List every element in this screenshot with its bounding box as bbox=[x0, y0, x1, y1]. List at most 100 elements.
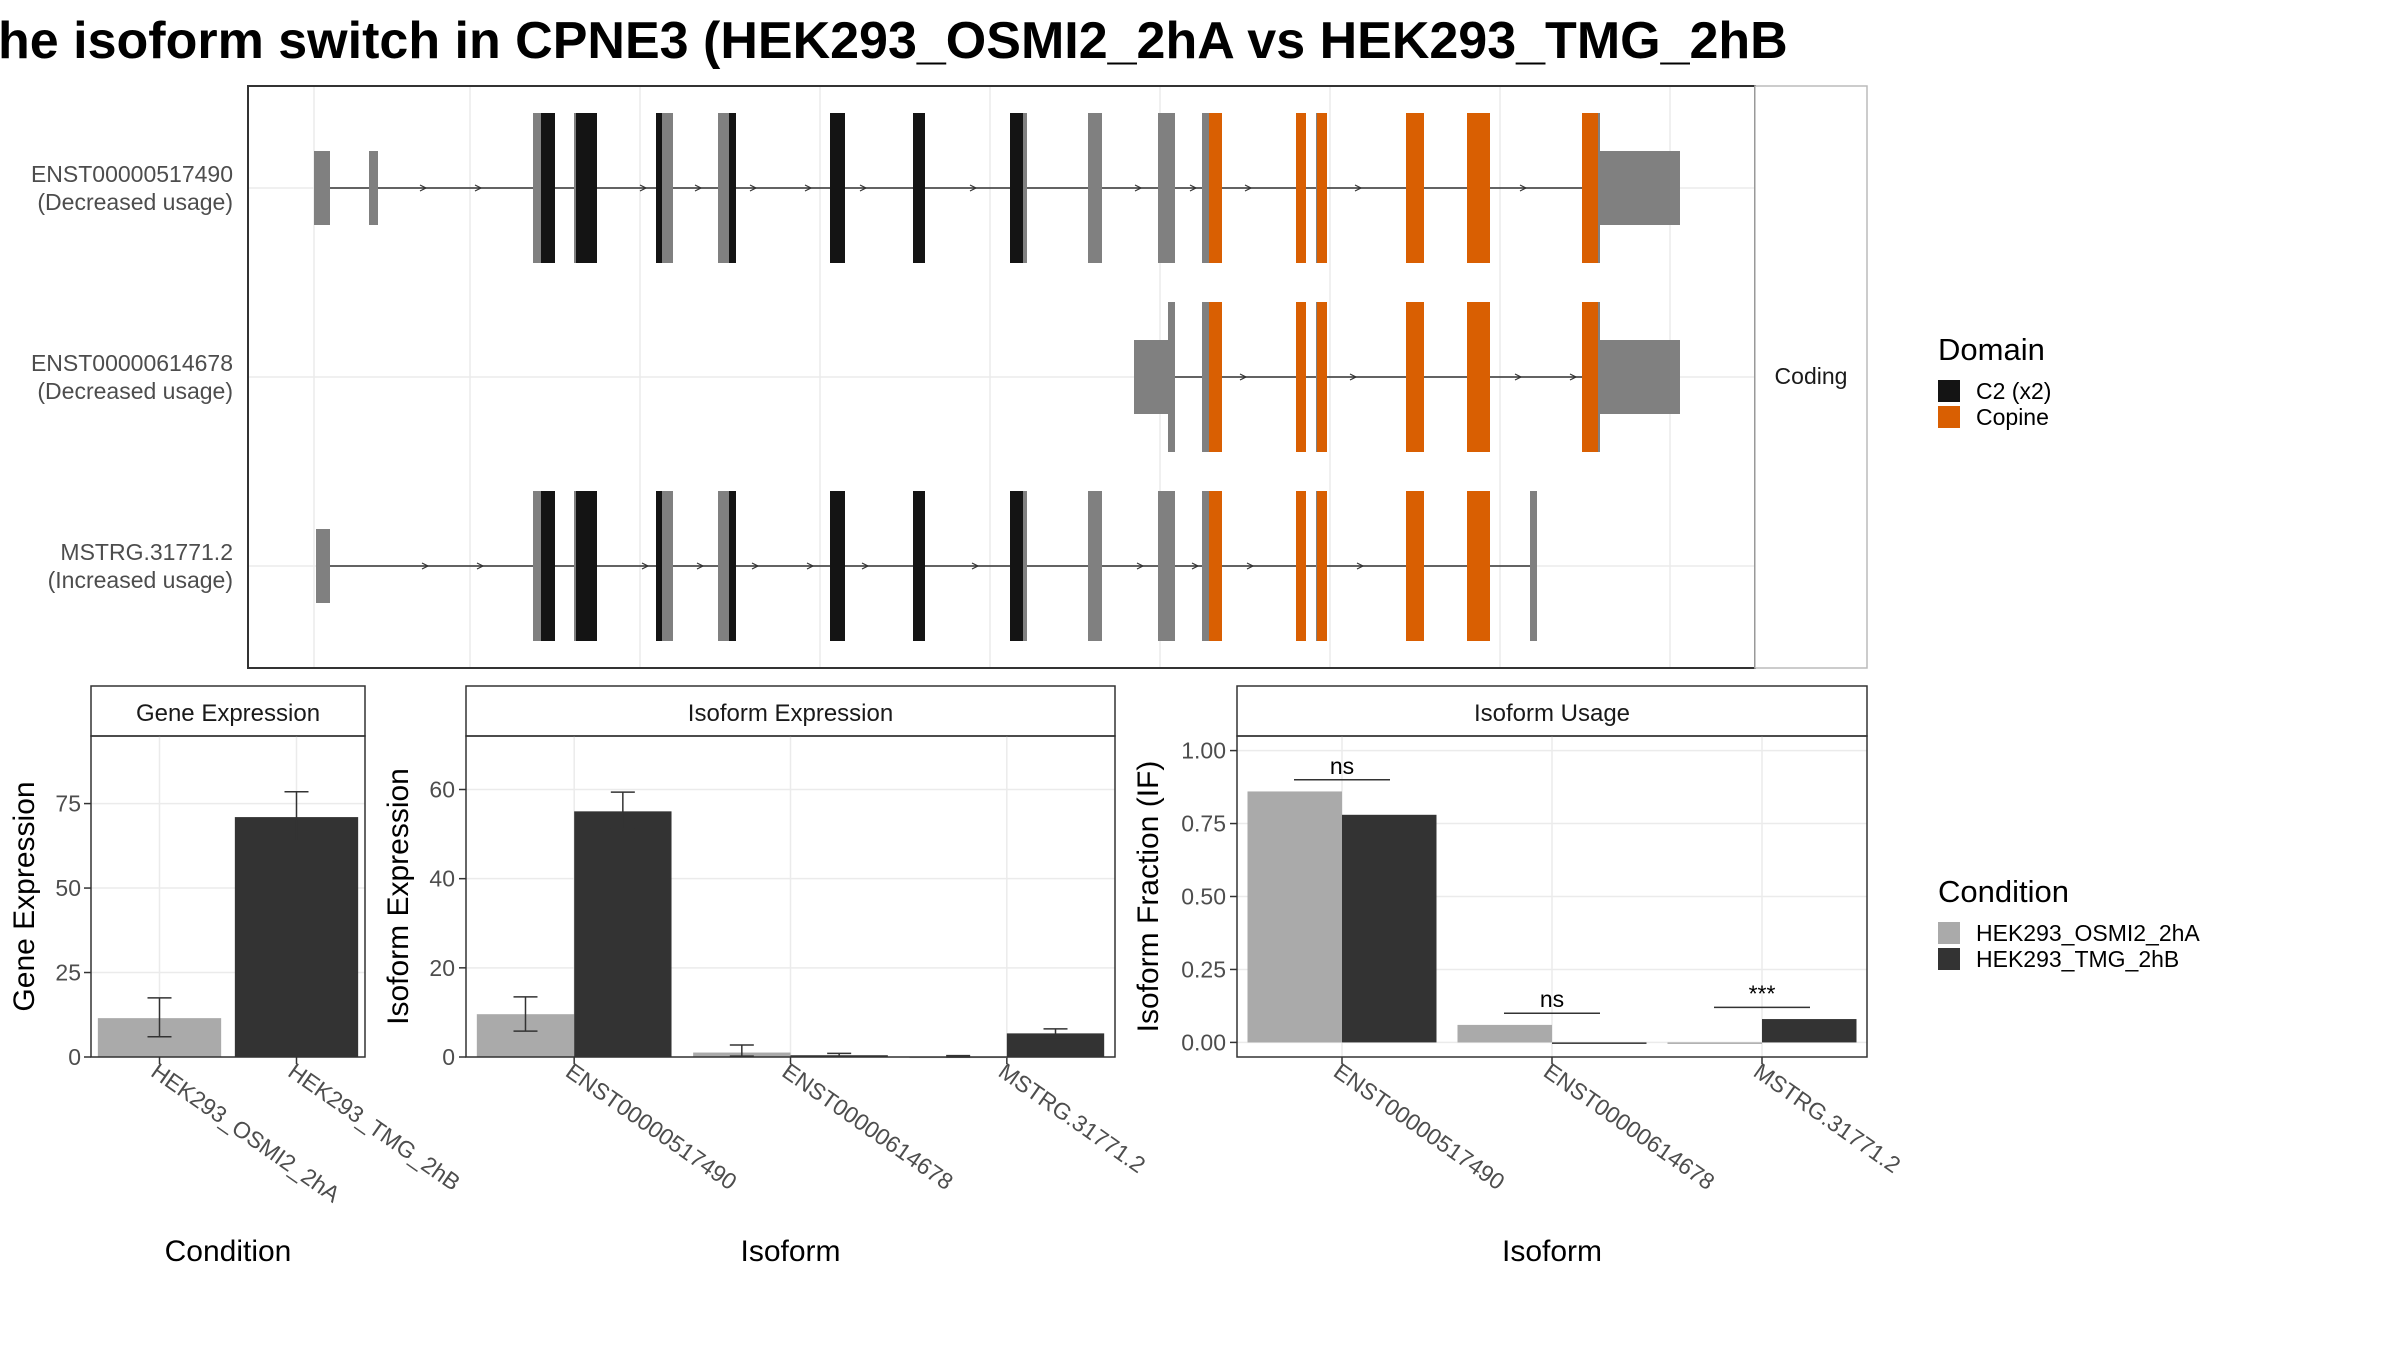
legend-swatch bbox=[1938, 380, 1960, 402]
x-tick-label: ENST00000517490 bbox=[561, 1058, 741, 1195]
utr-block bbox=[1598, 340, 1680, 414]
panel-title: Isoform Usage bbox=[1474, 700, 1630, 727]
y-tick-label: 40 bbox=[429, 866, 455, 892]
copine-domain-block bbox=[1317, 302, 1327, 452]
c2-domain-block bbox=[1010, 491, 1023, 641]
bar bbox=[1006, 1033, 1105, 1057]
bar bbox=[1762, 1019, 1857, 1043]
strand-arrow bbox=[971, 562, 980, 570]
bar bbox=[1457, 1024, 1552, 1043]
c2-domain-block bbox=[729, 491, 736, 641]
y-tick-label: 60 bbox=[429, 777, 455, 803]
bar bbox=[1552, 1042, 1647, 1044]
y-axis-title: Isoform Fraction (IF) bbox=[1132, 761, 1165, 1033]
figure-title: he isoform switch in CPNE3 (HEK293_OSMI2… bbox=[0, 12, 1788, 70]
x-tick-label: MSTRG.31771.2 bbox=[1749, 1058, 1905, 1178]
error-bar bbox=[610, 791, 635, 830]
error-bar bbox=[1043, 1028, 1068, 1039]
strand-arrow bbox=[1356, 562, 1365, 570]
utr-block bbox=[316, 529, 330, 603]
strand-arrow bbox=[861, 562, 870, 570]
error-bar bbox=[284, 791, 309, 842]
strand-arrow bbox=[1191, 562, 1200, 570]
strand-arrow bbox=[476, 562, 485, 570]
strand-arrow bbox=[1514, 373, 1523, 381]
copine-domain-block bbox=[1317, 491, 1327, 641]
strand-arrow bbox=[1239, 373, 1248, 381]
c2-domain-block bbox=[656, 113, 662, 263]
strand-arrow bbox=[639, 184, 648, 192]
strand-arrow bbox=[1354, 184, 1363, 192]
isoform-row-name: MSTRG.31771.2 bbox=[60, 539, 233, 565]
legend-title: Domain bbox=[1938, 332, 2045, 367]
x-axis-title: Isoform bbox=[740, 1235, 840, 1268]
strand-arrow bbox=[806, 562, 815, 570]
strand-arrow bbox=[421, 562, 430, 570]
significance-label: *** bbox=[1749, 980, 1776, 1006]
exon-block bbox=[1158, 491, 1175, 641]
isoform-structure-panel: Coding ENST00000517490 (Decreased usage)EN… bbox=[31, 85, 1868, 669]
strand-arrow bbox=[1134, 184, 1143, 192]
strand-arrow bbox=[1189, 184, 1198, 192]
c2-domain-block bbox=[729, 113, 736, 263]
c2-domain-block bbox=[830, 113, 845, 263]
copine-domain-block bbox=[1467, 302, 1490, 452]
x-axis-title: Condition bbox=[165, 1235, 292, 1268]
c2-domain-block bbox=[576, 491, 597, 641]
legend-label: C2 (x2) bbox=[1976, 378, 2051, 404]
strand-arrow bbox=[1136, 562, 1145, 570]
copine-domain-block bbox=[1406, 113, 1424, 263]
utr-block bbox=[1598, 151, 1680, 225]
significance-label: ns bbox=[1540, 986, 1564, 1012]
panel-title: Isoform Expression bbox=[688, 700, 893, 727]
isoform-row-usage: (Decreased usage) bbox=[37, 378, 233, 404]
c2-domain-block bbox=[541, 491, 555, 641]
panel-strip bbox=[465, 685, 1116, 737]
copine-domain-block bbox=[1209, 113, 1222, 263]
y-tick-label: 20 bbox=[429, 955, 455, 981]
c2-domain-block bbox=[576, 113, 597, 263]
exon-block bbox=[1088, 491, 1102, 641]
panel-title: Gene Expression bbox=[136, 700, 320, 727]
error-bar bbox=[147, 997, 172, 1038]
copine-domain-block bbox=[1406, 491, 1424, 641]
x-tick-label: ENST00000517490 bbox=[1329, 1058, 1509, 1195]
strand-arrow bbox=[696, 562, 705, 570]
legend-label: HEK293_TMG_2hB bbox=[1976, 946, 2179, 972]
strand-arrow bbox=[474, 184, 483, 192]
legend-label: HEK293_OSMI2_2hA bbox=[1976, 920, 2200, 946]
bar bbox=[1667, 1042, 1762, 1044]
c2-domain-block bbox=[913, 113, 925, 263]
strand-arrow bbox=[1244, 184, 1253, 192]
significance-label: ns bbox=[1330, 753, 1354, 779]
plot-panel-border bbox=[90, 735, 366, 1058]
strand-arrow bbox=[1569, 373, 1578, 381]
y-tick-label: 25 bbox=[55, 960, 81, 986]
bar bbox=[574, 811, 672, 1057]
copine-domain-block bbox=[1317, 113, 1327, 263]
y-axis-title: Gene Expression bbox=[8, 781, 41, 1011]
facet-strip-label: Coding bbox=[1775, 363, 1848, 389]
x-axis-title: Isoform bbox=[1502, 1235, 1602, 1268]
isoform-row-name: ENST00000517490 bbox=[31, 161, 233, 187]
y-tick-label: 1.00 bbox=[1181, 738, 1226, 764]
y-tick-label: 0.25 bbox=[1181, 956, 1226, 982]
x-tick-label: ENST00000614678 bbox=[778, 1058, 958, 1195]
panel-strip bbox=[90, 685, 366, 737]
legend-swatch bbox=[1938, 948, 1960, 970]
c2-domain-block bbox=[1010, 113, 1023, 263]
copine-domain-block bbox=[1296, 302, 1306, 452]
copine-domain-block bbox=[1296, 113, 1306, 263]
legend-title: Condition bbox=[1938, 874, 2069, 909]
x-tick-label: ENST00000614678 bbox=[1539, 1058, 1719, 1195]
isoform-row-name: ENST00000614678 bbox=[31, 350, 233, 376]
bar-charts: Gene Expression0255075HEK293_OSMI2_2hAHE… bbox=[8, 685, 1905, 1268]
y-tick-label: 0.50 bbox=[1181, 884, 1226, 910]
c2-domain-block bbox=[830, 491, 845, 641]
y-tick-label: 0 bbox=[68, 1044, 81, 1070]
bar bbox=[234, 817, 359, 1057]
bar bbox=[1342, 814, 1437, 1043]
copine-domain-block bbox=[1582, 113, 1598, 263]
copine-domain-block bbox=[1582, 302, 1598, 452]
strand-arrow bbox=[804, 184, 813, 192]
